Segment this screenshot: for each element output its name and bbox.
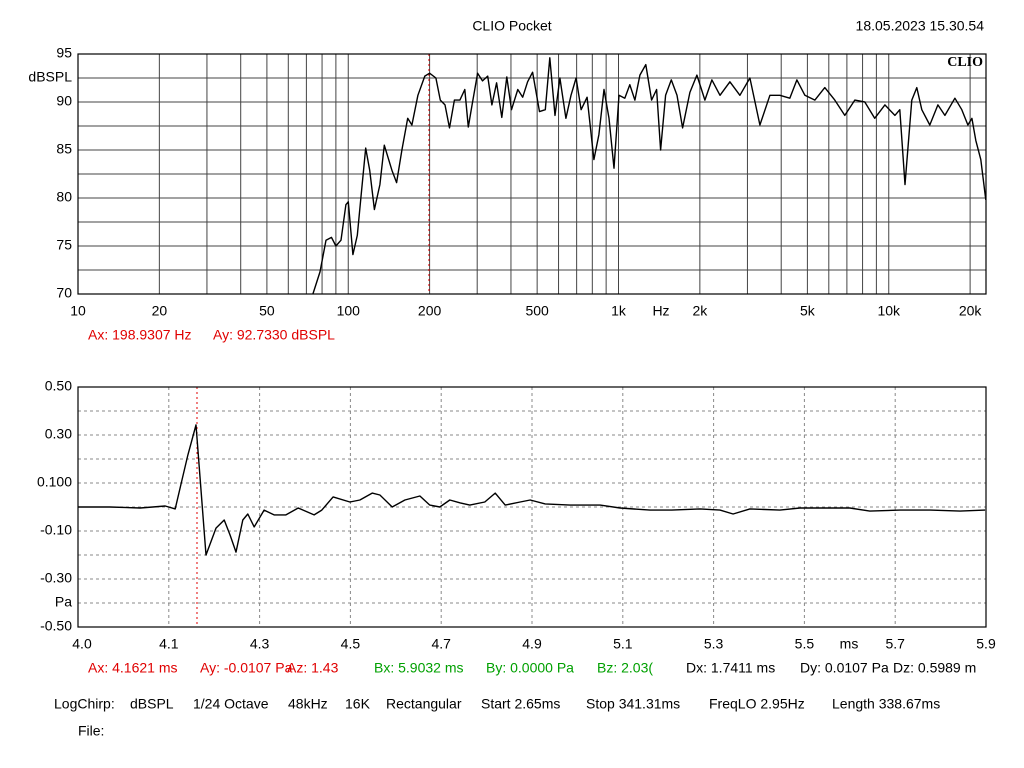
- x-tick-label: 4.1: [159, 636, 179, 652]
- x-tick-label: 5k: [800, 303, 816, 319]
- timestamp: 18.05.2023 15.30.54: [856, 18, 985, 34]
- x-tick-label: 5.1: [613, 636, 633, 652]
- x-tick-label: 200: [418, 303, 442, 319]
- cursor-readout: Bx: 5.9032 ms: [374, 660, 464, 676]
- y-tick-label: 75: [56, 237, 72, 253]
- y-tick-label: -0.30: [40, 570, 72, 586]
- setting: 16K: [345, 696, 371, 712]
- setting: LogChirp:: [54, 696, 115, 712]
- cursor-readout: Dz: 0.5989 m: [893, 660, 976, 676]
- cursor-readout: Dy: 0.0107 Pa: [800, 660, 889, 676]
- x-tick-label: 4.3: [250, 636, 270, 652]
- cursor-readout: Ax: 4.1621 ms: [88, 660, 178, 676]
- cursor-readout: By: 0.0000 Pa: [486, 660, 574, 676]
- x-tick-label: 4.9: [522, 636, 542, 652]
- x-tick-label: 500: [525, 303, 549, 319]
- series-line: [78, 424, 986, 556]
- y-tick-label: 80: [56, 189, 72, 205]
- y-tick-label: 0.50: [45, 378, 72, 394]
- cursor-readout: Az: 1.43: [287, 660, 339, 676]
- x-tick-label: 4.5: [341, 636, 361, 652]
- x-tick-label: 2k: [692, 303, 708, 319]
- y-unit-label: dBSPL: [28, 69, 72, 85]
- y-unit-label: Pa: [55, 594, 72, 610]
- setting: FreqLO 2.95Hz: [709, 696, 805, 712]
- x-unit-label: ms: [840, 636, 859, 652]
- x-tick-label: 1k: [611, 303, 627, 319]
- cursor-readout: Ay: 92.7330 dBSPL: [213, 327, 335, 343]
- y-tick-label: 70: [56, 285, 72, 301]
- y-tick-label: 85: [56, 141, 72, 157]
- plot-frame: [77, 53, 987, 295]
- app-title: CLIO Pocket: [472, 18, 551, 34]
- setting: 1/24 Octave: [193, 696, 269, 712]
- setting: dBSPL: [130, 696, 174, 712]
- setting: Stop 341.31ms: [586, 696, 680, 712]
- x-tick-label: 50: [259, 303, 275, 319]
- series-line: [312, 57, 987, 295]
- setting: 48kHz: [288, 696, 328, 712]
- x-tick-label: 5.3: [704, 636, 724, 652]
- plot-frame: [77, 386, 987, 628]
- x-tick-label: 100: [337, 303, 361, 319]
- x-tick-label: 10k: [877, 303, 901, 319]
- y-tick-label: -0.10: [40, 522, 72, 538]
- y-tick-label: 95: [56, 45, 72, 61]
- setting: Rectangular: [386, 696, 462, 712]
- x-tick-label: 5.9: [976, 636, 996, 652]
- x-tick-label: 4.7: [431, 636, 451, 652]
- y-tick-label: 90: [56, 93, 72, 109]
- x-start-label: 4.0: [72, 636, 92, 652]
- cursor-readout: Ax: 198.9307 Hz: [88, 327, 192, 343]
- x-unit-label: Hz: [652, 303, 669, 319]
- cursor-readout: Bz: 2.03(: [597, 660, 653, 676]
- logo: CLIO: [947, 55, 983, 70]
- x-tick-label: 5.5: [795, 636, 815, 652]
- y-tick-label: -0.50: [40, 618, 72, 634]
- x-tick-label: 20: [152, 303, 168, 319]
- x-tick-label: 10: [70, 303, 86, 319]
- y-tick-label: 0.100: [37, 474, 72, 490]
- cursor-readout: Dx: 1.7411 ms: [686, 660, 775, 676]
- y-tick-label: 0.30: [45, 426, 72, 442]
- setting: Length 338.67ms: [832, 696, 940, 712]
- cursor-readout: Ay: -0.0107 Pa: [200, 660, 293, 676]
- setting: Start 2.65ms: [481, 696, 560, 712]
- file-label: File:: [78, 723, 104, 739]
- x-tick-label: 20k: [959, 303, 983, 319]
- x-tick-label: 5.7: [885, 636, 905, 652]
